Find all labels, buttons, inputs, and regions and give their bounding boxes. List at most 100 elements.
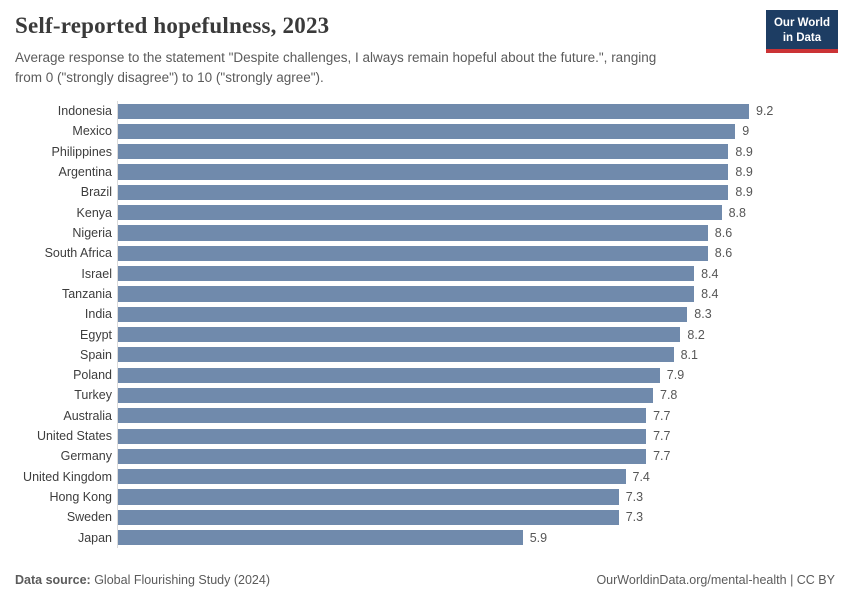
- bar-row: Sweden 7.3: [15, 507, 835, 528]
- value-label: 8.6: [714, 225, 733, 240]
- bar-chart: Indonesia 9.2 Mexico 9 Philippines 8.9 Argenti…: [0, 100, 850, 548]
- bar[interactable]: [118, 164, 729, 180]
- bar[interactable]: [118, 530, 523, 546]
- bar[interactable]: [118, 205, 722, 221]
- subtitle-line-1: Average response to the statement "Despi…: [15, 50, 657, 65]
- value-label: 8.6: [714, 246, 733, 261]
- bar-row: Tanzania 8.4: [15, 283, 835, 305]
- bar[interactable]: [118, 469, 626, 485]
- bar[interactable]: [118, 184, 729, 200]
- bar-row: United Kingdom 7.4: [15, 466, 835, 487]
- country-label: Sweden: [66, 510, 112, 525]
- bar[interactable]: [118, 326, 681, 343]
- bar-row: Nigeria 8.6: [15, 222, 835, 244]
- country-label: United Kingdom: [23, 469, 112, 484]
- country-label: Poland: [73, 368, 112, 383]
- subtitle-line-2: from 0 ("strongly disagree") to 10 ("str…: [15, 69, 324, 85]
- bar-track: 7.8: [117, 385, 835, 406]
- bar[interactable]: [118, 144, 729, 160]
- bar-track: 8.4: [117, 283, 835, 305]
- bar[interactable]: [118, 286, 695, 302]
- owid-logo[interactable]: Our World in Data: [765, 10, 838, 54]
- country-label: Brazil: [80, 185, 112, 200]
- country-label: South Africa: [44, 246, 112, 261]
- bar-row: Mexico 9: [15, 121, 835, 142]
- bar[interactable]: [118, 266, 695, 282]
- country-label: Australia: [63, 408, 112, 423]
- bar-row: Philippines 8.9: [15, 141, 835, 162]
- value-label: 8.9: [735, 144, 753, 159]
- value-label: 9.2: [756, 104, 774, 119]
- bar-track: 7.4: [117, 466, 835, 487]
- bar-track: 8.9: [117, 161, 835, 183]
- value-label: 8.1: [680, 347, 698, 362]
- bar[interactable]: [118, 367, 660, 383]
- bar-row: India 8.3: [15, 304, 835, 325]
- value-label: 7.7: [653, 408, 671, 423]
- bar[interactable]: [118, 428, 647, 444]
- bar-row: Japan 5.9: [15, 527, 835, 548]
- bar[interactable]: [118, 123, 736, 139]
- bar[interactable]: [118, 509, 619, 525]
- bar-row: United States 7.7: [15, 425, 835, 447]
- value-label: 8.2: [687, 327, 705, 342]
- country-label: Spain: [80, 347, 112, 362]
- data-source-label: Data source:: [15, 573, 91, 587]
- country-label: Tanzania: [61, 286, 112, 301]
- value-label: 7.8: [660, 388, 678, 403]
- country-label: Indonesia: [57, 104, 112, 119]
- bar-row: Turkey 7.8: [15, 385, 835, 406]
- country-label: Nigeria: [72, 225, 112, 240]
- bar-row: Indonesia 9.2: [15, 100, 835, 122]
- page-title: Self-reported hopefulness, 2023: [15, 13, 330, 38]
- country-label: Germany: [60, 449, 112, 464]
- bar[interactable]: [118, 408, 647, 424]
- value-label: 7.4: [632, 469, 650, 484]
- bar[interactable]: [118, 103, 749, 119]
- bar-row: Germany 7.7: [15, 446, 835, 467]
- value-label: 7.9: [666, 368, 685, 383]
- bar-track: 7.3: [117, 486, 835, 508]
- country-label: United States: [36, 429, 112, 444]
- bar-track: 8.2: [117, 324, 835, 345]
- value-label: 7.7: [653, 429, 671, 444]
- bar-track: 7.3: [117, 507, 835, 528]
- value-label: 5.9: [529, 530, 548, 545]
- bar-track: 8.1: [117, 344, 835, 365]
- country-label: Kenya: [76, 205, 112, 220]
- chart-header: Self-reported hopefulness, 2023 Our Worl…: [0, 0, 850, 88]
- bar-row: Hong Kong 7.3: [15, 486, 835, 508]
- bar-track: 8.9: [117, 182, 835, 203]
- owid-logo-line1: Our World: [773, 17, 830, 29]
- bar[interactable]: [118, 489, 619, 505]
- value-label: 8.9: [735, 165, 753, 180]
- country-label: Philippines: [51, 144, 112, 159]
- data-source: Data source: Global Flourishing Study (2…: [15, 573, 270, 587]
- value-label: 8.4: [701, 266, 719, 281]
- bar[interactable]: [118, 306, 688, 322]
- bar[interactable]: [118, 245, 708, 261]
- bar-track: 8.8: [117, 202, 835, 223]
- bar-track: 5.9: [117, 527, 835, 548]
- value-label: 8.8: [728, 205, 746, 220]
- country-label: India: [84, 307, 112, 322]
- bar[interactable]: [118, 387, 653, 404]
- attribution-link[interactable]: OurWorldinData.org/mental-health | CC BY: [596, 573, 835, 587]
- value-label: 7.3: [625, 490, 644, 505]
- bar[interactable]: [118, 347, 674, 363]
- bar-track: 9: [117, 121, 835, 142]
- bar-row: Brazil 8.9: [15, 182, 835, 203]
- bar[interactable]: [118, 225, 708, 241]
- country-label: Japan: [77, 530, 112, 545]
- value-label: 7.3: [625, 510, 644, 525]
- bar[interactable]: [118, 448, 647, 464]
- country-label: Turkey: [74, 388, 112, 403]
- country-label: Hong Kong: [49, 490, 112, 505]
- value-label: 7.7: [653, 449, 671, 464]
- bar-track: 9.2: [117, 100, 835, 122]
- country-label: Egypt: [80, 327, 112, 342]
- bar-track: 7.7: [117, 425, 835, 447]
- bar-track: 7.9: [117, 365, 835, 386]
- bar-track: 8.6: [117, 243, 835, 264]
- owid-logo-line2: in Data: [782, 31, 822, 44]
